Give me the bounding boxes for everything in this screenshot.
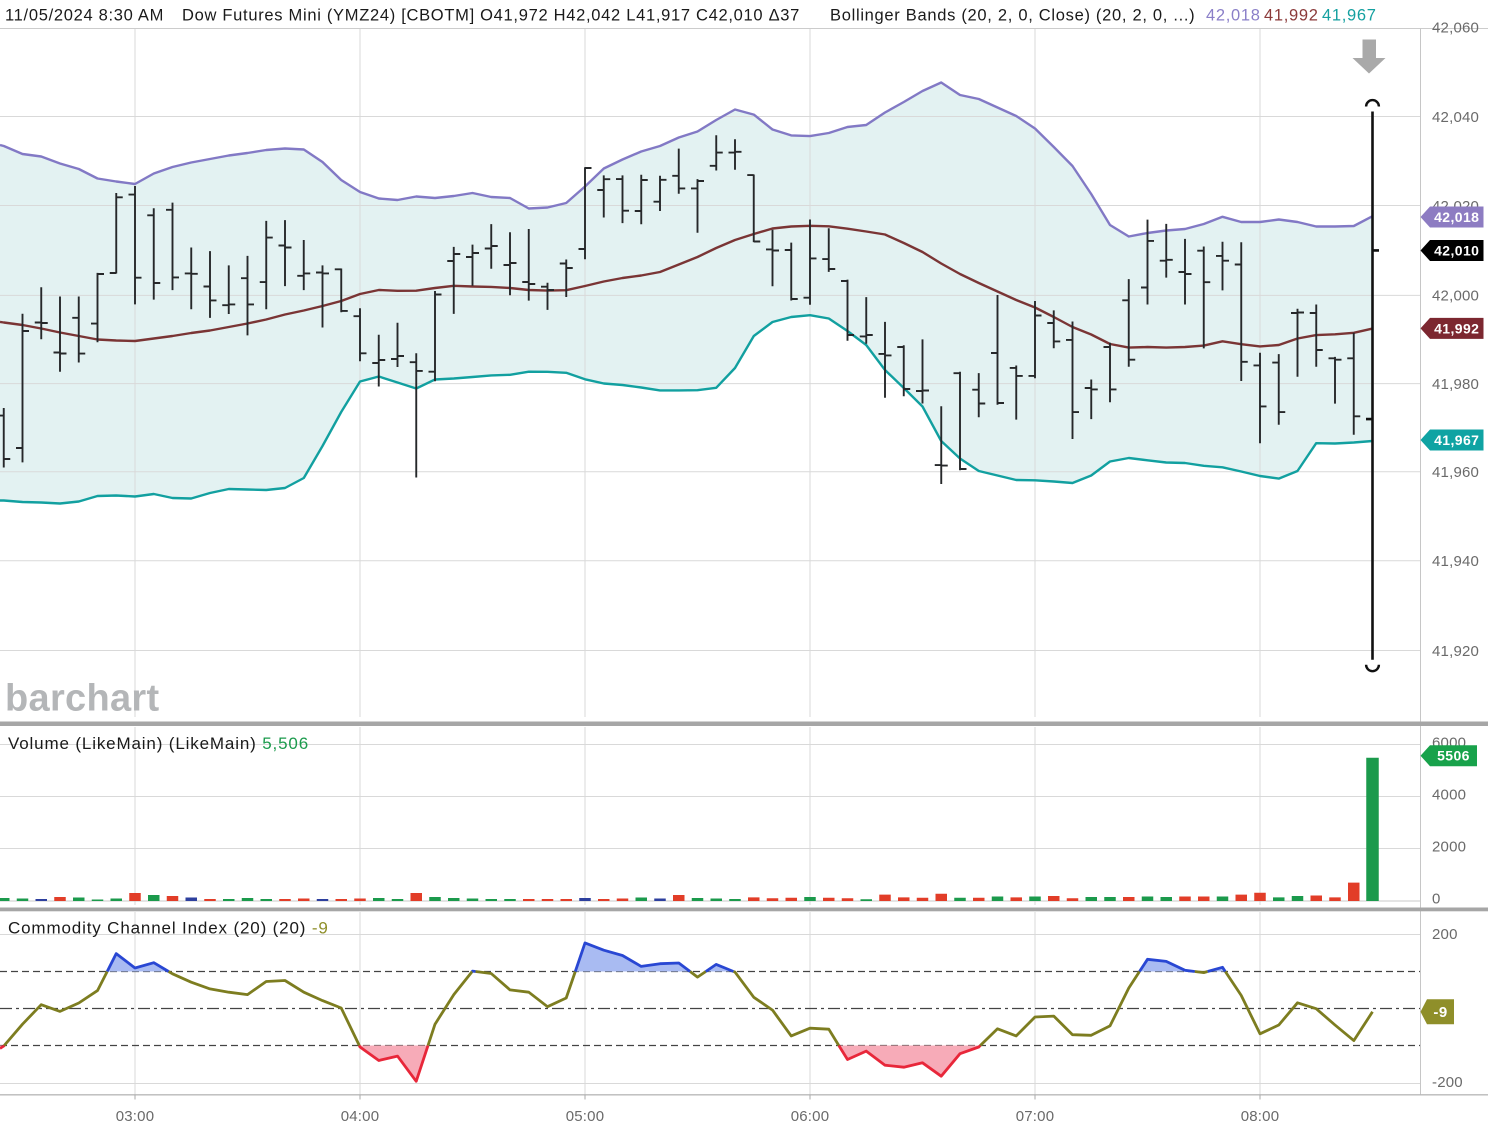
svg-text:barchart: barchart bbox=[5, 678, 160, 720]
svg-text:42,060: 42,060 bbox=[1432, 20, 1479, 37]
svg-text:Commodity Channel Index (20): Commodity Channel Index (20) (20) -9 bbox=[8, 919, 329, 938]
svg-text:-200: -200 bbox=[1432, 1074, 1463, 1091]
svg-text:04:00: 04:00 bbox=[341, 1108, 380, 1125]
svg-text:41,992: 41,992 bbox=[1434, 320, 1479, 336]
svg-text:42,000: 42,000 bbox=[1432, 288, 1479, 305]
svg-text:200: 200 bbox=[1432, 926, 1458, 943]
svg-text:42,010: 42,010 bbox=[1434, 243, 1479, 259]
svg-text:41,940: 41,940 bbox=[1432, 553, 1479, 570]
svg-text:07:00: 07:00 bbox=[1016, 1108, 1055, 1125]
svg-text:Volume (LikeMain) (LikeMain): Volume (LikeMain) (LikeMain) 5,506 bbox=[8, 734, 309, 753]
svg-text:42,040: 42,040 bbox=[1432, 109, 1479, 126]
svg-text:-9: -9 bbox=[1433, 1004, 1447, 1021]
svg-text:05:00: 05:00 bbox=[566, 1108, 605, 1125]
svg-text:03:00: 03:00 bbox=[116, 1108, 155, 1125]
svg-text:06:00: 06:00 bbox=[791, 1108, 830, 1125]
svg-text:5506: 5506 bbox=[1437, 748, 1470, 764]
svg-text:41,980: 41,980 bbox=[1432, 376, 1479, 393]
svg-text:41,920: 41,920 bbox=[1432, 643, 1479, 660]
svg-text:4000: 4000 bbox=[1432, 787, 1466, 804]
svg-text:41,967: 41,967 bbox=[1434, 432, 1479, 448]
svg-text:0: 0 bbox=[1432, 891, 1441, 908]
svg-text:2000: 2000 bbox=[1432, 839, 1466, 856]
svg-text:42,018: 42,018 bbox=[1434, 209, 1479, 225]
svg-text:41,960: 41,960 bbox=[1432, 464, 1479, 481]
svg-text:08:00: 08:00 bbox=[1241, 1108, 1280, 1125]
